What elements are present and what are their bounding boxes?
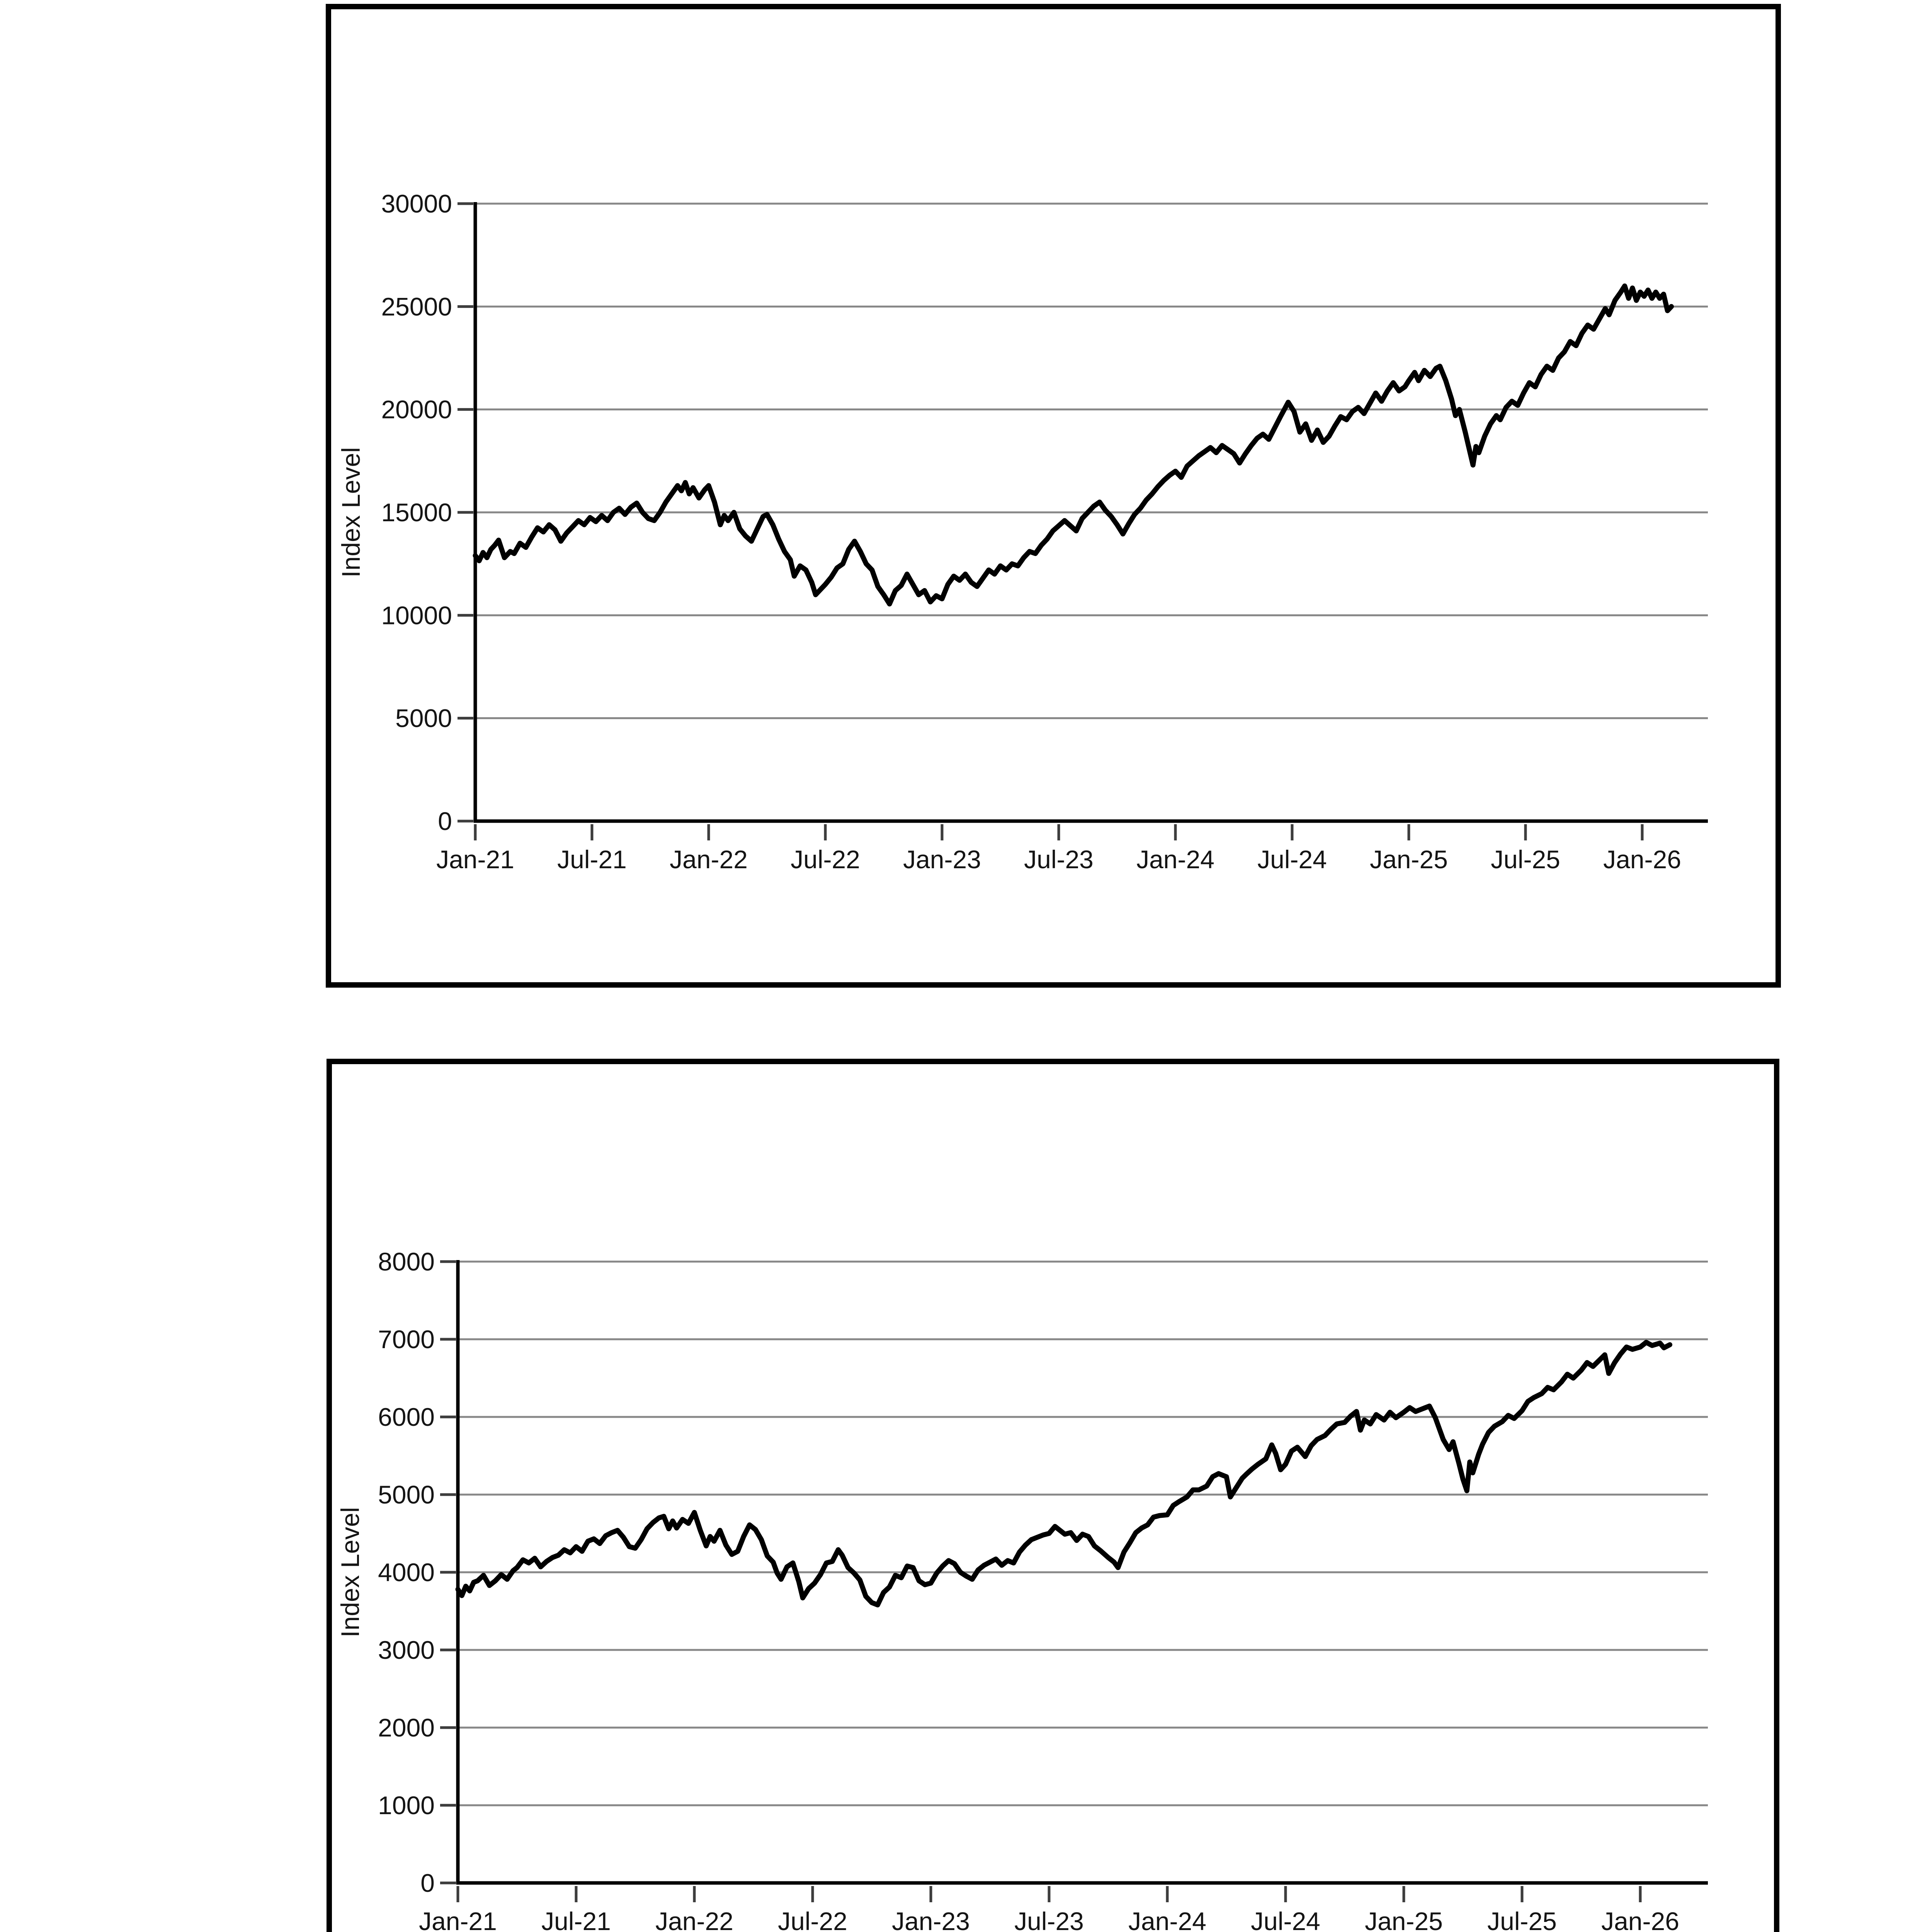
x-tick-label: Jul-25 <box>1491 845 1560 874</box>
y-axis-title: Index Level <box>336 1507 364 1638</box>
x-tick-label: Jan-24 <box>1136 845 1214 874</box>
y-tick-label: 1000 <box>378 1791 435 1820</box>
x-tick-label: Jan-22 <box>670 845 748 874</box>
x-tick-label: Jul-23 <box>1014 1907 1084 1932</box>
x-tick-label: Jul-21 <box>557 845 627 874</box>
y-tick-label: 8000 <box>378 1247 435 1276</box>
y-tick-label: 20000 <box>381 395 452 424</box>
x-tick-label: Jan-24 <box>1128 1907 1206 1932</box>
x-tick-label: Jan-25 <box>1365 1907 1443 1932</box>
x-tick-label: Jul-25 <box>1487 1907 1557 1932</box>
x-tick-label: Jan-21 <box>436 845 514 874</box>
x-tick-label: Jul-22 <box>791 845 860 874</box>
y-tick-label: 3000 <box>378 1636 435 1664</box>
y-axis-title: Index Level <box>337 447 365 578</box>
x-tick-label: Jul-22 <box>778 1907 847 1932</box>
y-tick-label: 4000 <box>378 1558 435 1587</box>
x-tick-label: Jul-24 <box>1257 845 1327 874</box>
index-level-line <box>473 283 1674 607</box>
x-tick-label: Jul-23 <box>1024 845 1094 874</box>
bottom-index-level-chart: 0 1000 2000 3000 4000 5000 6000 7000 8000 Jan-21 J… <box>327 1059 1779 1932</box>
chart-frame <box>327 1059 1779 1932</box>
y-tick-label: 5000 <box>395 704 452 733</box>
y-tick-label: 5000 <box>378 1480 435 1509</box>
chart-frame <box>326 4 1781 988</box>
x-tick-label: Jan-21 <box>419 1907 497 1932</box>
y-tick-label: 10000 <box>381 601 452 629</box>
y-tick-label: 7000 <box>378 1325 435 1354</box>
y-tick-label: 2000 <box>378 1713 435 1742</box>
y-tick-label: 25000 <box>381 292 452 321</box>
x-tick-label: Jan-26 <box>1601 1907 1679 1932</box>
x-tick-label: Jan-26 <box>1603 845 1681 874</box>
x-tick-label: Jul-21 <box>541 1907 611 1932</box>
y-tick-label: 0 <box>438 807 452 835</box>
x-tick-label: Jul-24 <box>1251 1907 1320 1932</box>
index-level-line <box>455 1340 1672 1607</box>
x-tick-label: Jan-23 <box>903 845 981 874</box>
y-tick-label: 30000 <box>381 189 452 218</box>
x-tick-label: Jan-22 <box>655 1907 733 1932</box>
chart-svg: 0 1000 2000 3000 4000 5000 6000 7000 8000 Jan-21 J… <box>327 1059 1779 1932</box>
chart-svg: 0 5000 10000 15000 20000 25000 30000 Jan-21 Jul-… <box>326 4 1781 988</box>
top-index-level-chart: 0 5000 10000 15000 20000 25000 30000 Jan-21 Jul-… <box>326 4 1781 988</box>
y-tick-label: 0 <box>420 1869 435 1897</box>
x-tick-label: Jan-23 <box>892 1907 970 1932</box>
y-tick-label: 15000 <box>381 498 452 527</box>
y-tick-label: 6000 <box>378 1403 435 1431</box>
x-tick-label: Jan-25 <box>1370 845 1448 874</box>
